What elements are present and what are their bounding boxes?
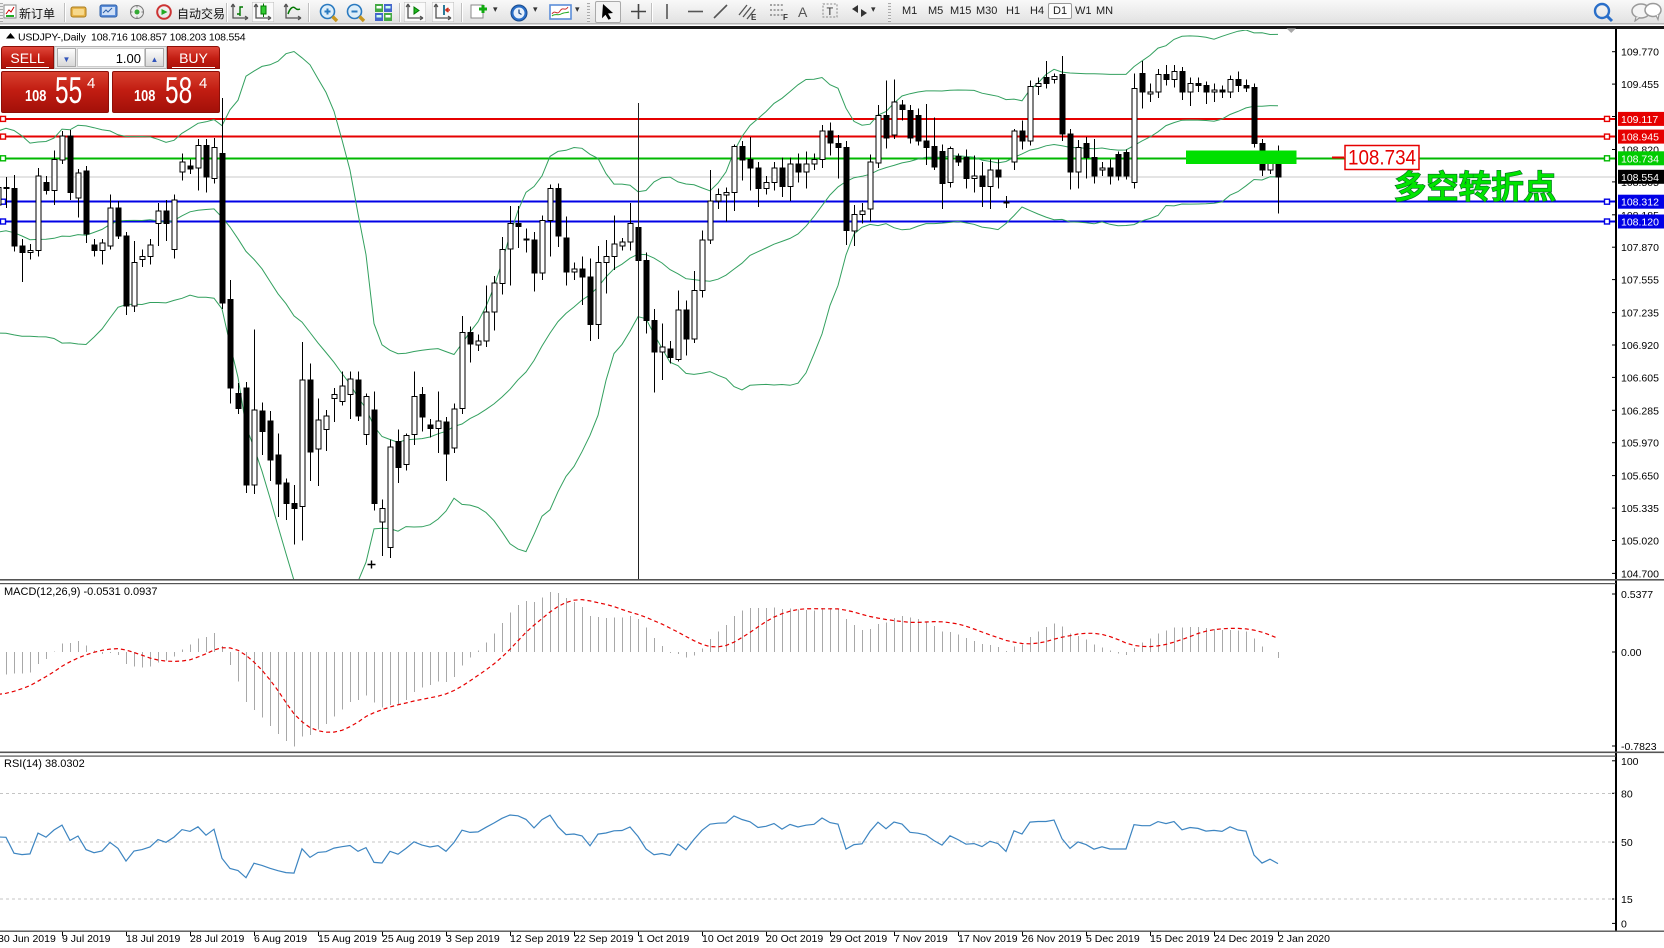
svg-text:F: F xyxy=(783,13,788,21)
svg-text:18 Jul 2019: 18 Jul 2019 xyxy=(126,933,180,945)
svg-text:2 Jan 2020: 2 Jan 2020 xyxy=(1278,933,1330,945)
svg-text:109.770: 109.770 xyxy=(1621,47,1659,59)
svg-text:15 Aug 2019: 15 Aug 2019 xyxy=(318,933,377,945)
svg-text:MACD(12,26,9) -0.0531 0.0937: MACD(12,26,9) -0.0531 0.0937 xyxy=(4,586,157,598)
svg-text:26 Nov 2019: 26 Nov 2019 xyxy=(1022,933,1082,945)
svg-text:105.335: 105.335 xyxy=(1621,503,1659,515)
svg-text:0.5377: 0.5377 xyxy=(1621,589,1653,601)
svg-text:多空转折点: 多空转折点 xyxy=(1394,169,1557,205)
svg-text:105.020: 105.020 xyxy=(1621,536,1659,548)
svg-text:1 Oct 2019: 1 Oct 2019 xyxy=(638,933,690,945)
svg-text:104.700: 104.700 xyxy=(1621,568,1659,580)
svg-text:107.235: 107.235 xyxy=(1621,308,1659,320)
svg-text:12 Sep 2019: 12 Sep 2019 xyxy=(510,933,570,945)
svg-text:29 Oct 2019: 29 Oct 2019 xyxy=(830,933,887,945)
svg-text:0.00: 0.00 xyxy=(1621,647,1642,659)
svg-text:50: 50 xyxy=(1621,837,1633,849)
svg-text:100: 100 xyxy=(1621,756,1639,768)
svg-text:9 Jul 2019: 9 Jul 2019 xyxy=(62,933,111,945)
svg-text:22 Sep 2019: 22 Sep 2019 xyxy=(574,933,634,945)
svg-text:-0.7823: -0.7823 xyxy=(1621,741,1657,753)
svg-text:105.970: 105.970 xyxy=(1621,438,1659,450)
svg-text:28 Jul 2019: 28 Jul 2019 xyxy=(190,933,244,945)
svg-text:107.870: 107.870 xyxy=(1621,242,1659,254)
svg-text:17 Nov 2019: 17 Nov 2019 xyxy=(958,933,1018,945)
svg-text:30 Jun 2019: 30 Jun 2019 xyxy=(0,933,56,945)
svg-text:108.734: 108.734 xyxy=(1621,153,1659,165)
svg-text:108.120: 108.120 xyxy=(1621,217,1659,229)
svg-text:107.555: 107.555 xyxy=(1621,275,1659,287)
svg-text:80: 80 xyxy=(1621,788,1633,800)
svg-text:10 Oct 2019: 10 Oct 2019 xyxy=(702,933,759,945)
svg-text:0: 0 xyxy=(1621,918,1627,930)
svg-text:108.312: 108.312 xyxy=(1621,197,1659,209)
svg-text:106.605: 106.605 xyxy=(1621,372,1659,384)
svg-text:E: E xyxy=(751,13,757,21)
svg-text:108.945: 108.945 xyxy=(1621,132,1659,144)
svg-text:106.920: 106.920 xyxy=(1621,340,1659,352)
svg-text:20 Oct 2019: 20 Oct 2019 xyxy=(766,933,823,945)
svg-text:25 Aug 2019: 25 Aug 2019 xyxy=(382,933,441,945)
svg-text:109.117: 109.117 xyxy=(1621,114,1658,126)
svg-text:15: 15 xyxy=(1621,894,1633,906)
svg-text:108.554: 108.554 xyxy=(1621,172,1659,184)
svg-text:T: T xyxy=(827,6,834,18)
svg-text:6 Aug 2019: 6 Aug 2019 xyxy=(254,933,307,945)
svg-text:7 Nov 2019: 7 Nov 2019 xyxy=(894,933,948,945)
svg-text:3 Sep 2019: 3 Sep 2019 xyxy=(446,933,500,945)
svg-text:24 Dec 2019: 24 Dec 2019 xyxy=(1214,933,1274,945)
svg-text:106.285: 106.285 xyxy=(1621,405,1659,417)
svg-text:109.455: 109.455 xyxy=(1621,79,1659,91)
svg-text:RSI(14) 38.0302: RSI(14) 38.0302 xyxy=(4,758,85,770)
svg-text:5 Dec 2019: 5 Dec 2019 xyxy=(1086,933,1140,945)
svg-text:USDJPY-,Daily 108.716 108.857: USDJPY-,Daily 108.716 108.857 108.203 10… xyxy=(18,32,246,44)
svg-text:105.650: 105.650 xyxy=(1621,471,1659,483)
svg-text:108.734: 108.734 xyxy=(1348,146,1416,170)
svg-text:15 Dec 2019: 15 Dec 2019 xyxy=(1150,933,1210,945)
